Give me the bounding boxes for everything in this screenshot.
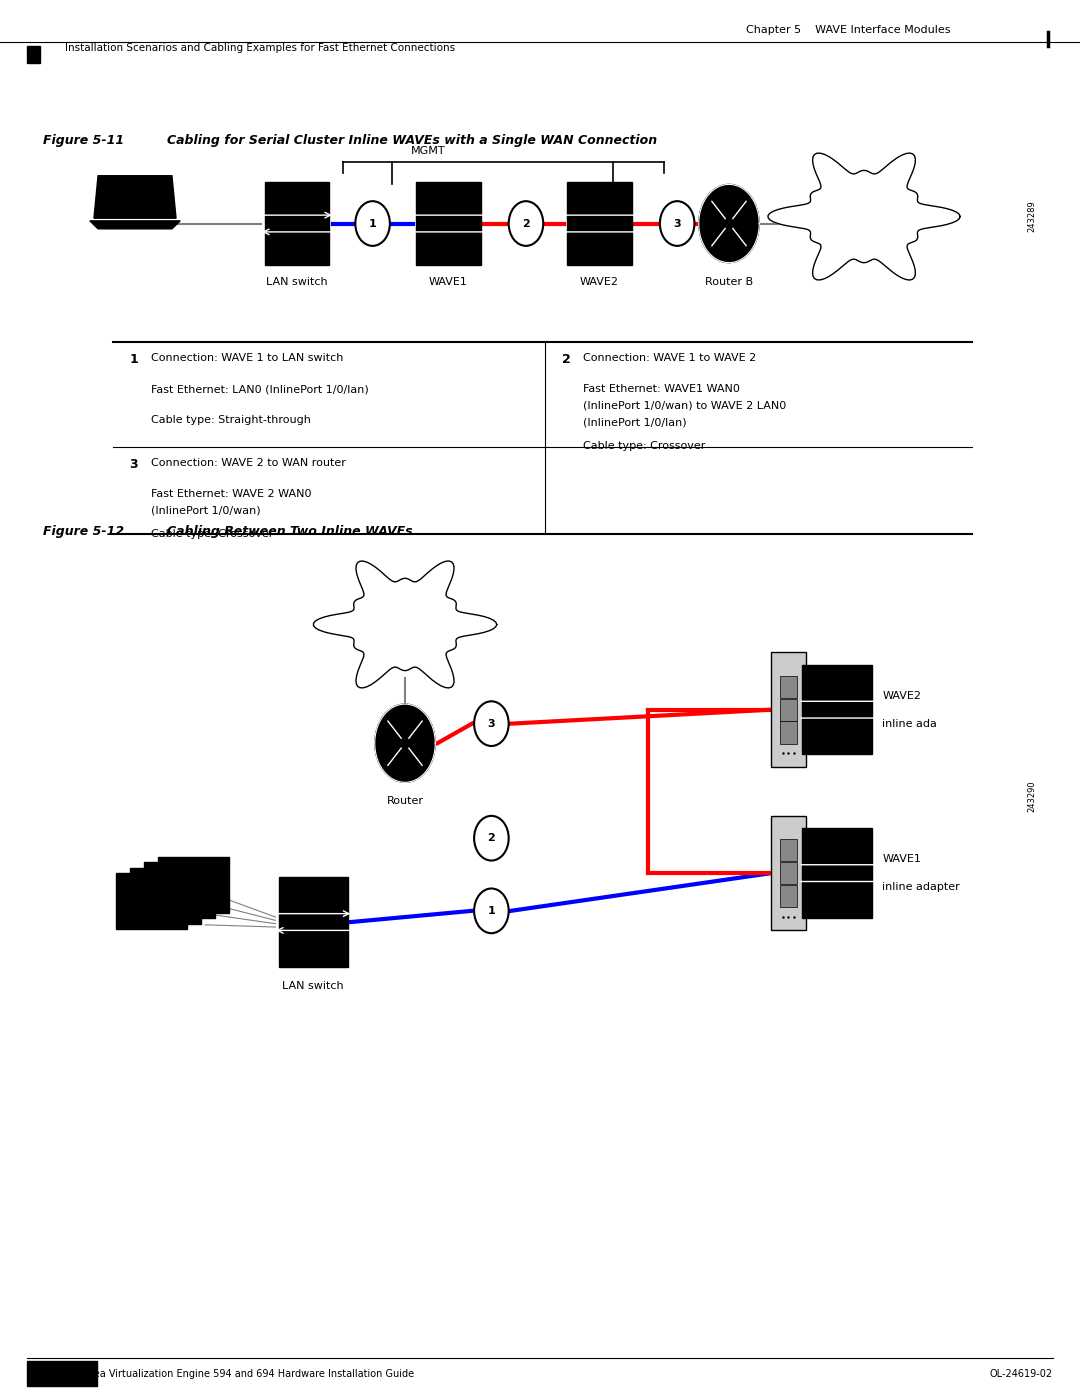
Polygon shape (158, 856, 229, 912)
Circle shape (375, 704, 435, 782)
Text: inline ada: inline ada (882, 718, 937, 729)
Circle shape (355, 201, 390, 246)
Polygon shape (313, 562, 497, 687)
FancyBboxPatch shape (279, 877, 348, 967)
Text: 2: 2 (487, 833, 496, 844)
Text: 3: 3 (673, 218, 681, 229)
Text: Fast Ethernet: LAN0 (InlinePort 1/0/lan): Fast Ethernet: LAN0 (InlinePort 1/0/lan) (151, 384, 369, 394)
Text: Cisco Wide Area Virtualization Engine 594 and 694 Hardware Installation Guide: Cisco Wide Area Virtualization Engine 59… (27, 1369, 414, 1379)
Text: Fast Ethernet: WAVE 2 WAN0: Fast Ethernet: WAVE 2 WAN0 (151, 489, 312, 499)
Polygon shape (116, 873, 187, 929)
Polygon shape (94, 176, 176, 218)
Text: 3: 3 (487, 718, 496, 729)
Text: Installation Scenarios and Cabling Examples for Fast Ethernet Connections: Installation Scenarios and Cabling Examp… (65, 43, 455, 53)
Text: WAVE2: WAVE2 (882, 690, 921, 701)
FancyBboxPatch shape (802, 665, 872, 754)
Text: Connection: WAVE 1 to LAN switch: Connection: WAVE 1 to LAN switch (151, 353, 343, 363)
FancyBboxPatch shape (780, 884, 797, 907)
Text: inline adapter: inline adapter (882, 882, 960, 893)
Text: MGMT: MGMT (410, 147, 445, 156)
FancyBboxPatch shape (416, 182, 481, 265)
Text: LAN switch: LAN switch (282, 981, 345, 990)
FancyBboxPatch shape (27, 1361, 97, 1386)
Circle shape (474, 816, 509, 861)
Text: Cable type: Straight-through: Cable type: Straight-through (151, 415, 311, 425)
Text: Cable type: Crossover: Cable type: Crossover (151, 529, 273, 539)
Text: (InlinePort 1/0/lan): (InlinePort 1/0/lan) (583, 418, 687, 427)
Polygon shape (768, 154, 960, 279)
Text: Router: Router (387, 796, 423, 806)
Text: Cabling Between Two Inline WAVEs: Cabling Between Two Inline WAVEs (167, 525, 413, 538)
Circle shape (474, 701, 509, 746)
Text: 1: 1 (368, 218, 377, 229)
FancyBboxPatch shape (780, 721, 797, 743)
FancyBboxPatch shape (567, 182, 632, 265)
Text: (InlinePort 1/0/wan) to WAVE 2 LAN0: (InlinePort 1/0/wan) to WAVE 2 LAN0 (583, 401, 786, 411)
Text: Router B: Router B (705, 277, 753, 286)
Text: Chapter 5    WAVE Interface Modules: Chapter 5 WAVE Interface Modules (746, 25, 950, 35)
Text: 2: 2 (522, 218, 530, 229)
Circle shape (699, 184, 759, 263)
Text: 243289: 243289 (1027, 201, 1036, 232)
Text: Connection: WAVE 1 to WAVE 2: Connection: WAVE 1 to WAVE 2 (583, 353, 756, 363)
Text: Cable type: Crossover: Cable type: Crossover (583, 441, 705, 451)
Text: WAVE2: WAVE2 (580, 277, 619, 286)
FancyBboxPatch shape (780, 676, 797, 698)
Text: 243290: 243290 (1027, 781, 1036, 812)
Text: 5-12: 5-12 (48, 1368, 76, 1379)
FancyBboxPatch shape (27, 46, 40, 63)
Text: (InlinePort 1/0/wan): (InlinePort 1/0/wan) (151, 506, 261, 515)
Text: Cabling for Serial Cluster Inline WAVEs with a Single WAN Connection: Cabling for Serial Cluster Inline WAVEs … (167, 134, 658, 147)
Text: Figure 5-12: Figure 5-12 (43, 525, 124, 538)
Text: Connection: WAVE 2 to WAN router: Connection: WAVE 2 to WAN router (151, 458, 346, 468)
FancyBboxPatch shape (780, 840, 797, 862)
Polygon shape (144, 862, 215, 918)
Text: 3: 3 (130, 458, 138, 471)
Polygon shape (90, 221, 180, 229)
Circle shape (509, 201, 543, 246)
Text: WAVE1: WAVE1 (882, 854, 921, 865)
Text: Fast Ethernet: WAVE1 WAN0: Fast Ethernet: WAVE1 WAN0 (583, 384, 740, 394)
Text: LAN switch: LAN switch (266, 277, 328, 286)
Text: WAVE1: WAVE1 (429, 277, 468, 286)
FancyBboxPatch shape (802, 828, 872, 918)
FancyBboxPatch shape (780, 862, 797, 884)
Text: WAN: WAN (849, 210, 879, 224)
FancyBboxPatch shape (771, 816, 806, 930)
Text: 2: 2 (562, 353, 570, 366)
Circle shape (474, 888, 509, 933)
FancyBboxPatch shape (771, 652, 806, 767)
Text: Figure 5-11: Figure 5-11 (43, 134, 124, 147)
Text: OL-24619-02: OL-24619-02 (990, 1369, 1053, 1379)
Text: 1: 1 (487, 905, 496, 916)
Polygon shape (130, 868, 201, 923)
FancyBboxPatch shape (780, 698, 797, 721)
Circle shape (660, 201, 694, 246)
Text: 1: 1 (130, 353, 138, 366)
FancyBboxPatch shape (265, 182, 329, 265)
Text: WAN: WAN (390, 617, 420, 631)
